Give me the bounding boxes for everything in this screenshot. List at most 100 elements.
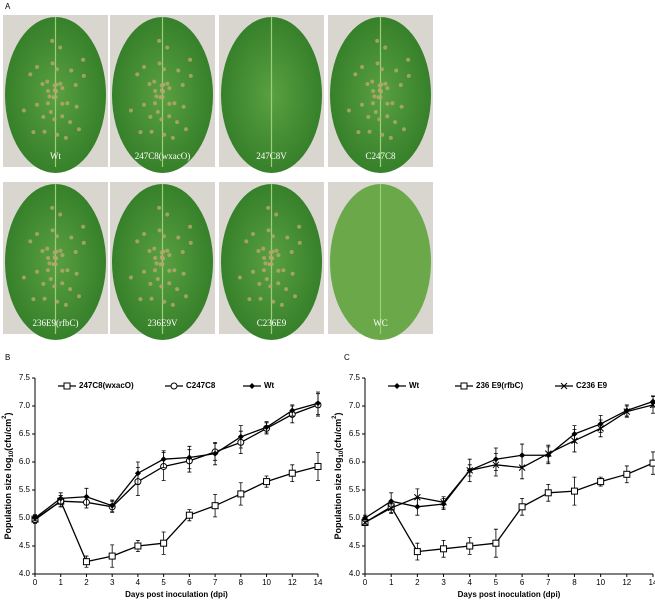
- marker: [560, 382, 568, 390]
- lesion: [153, 255, 158, 260]
- lesion: [154, 94, 159, 99]
- marker: [237, 490, 245, 498]
- series: 247C8(wxacO): [31, 381, 322, 568]
- x-tick-label: 3: [441, 578, 446, 587]
- lesion: [244, 239, 249, 244]
- x-tick-label: 1: [389, 578, 394, 587]
- y-axis-label-part: ): [333, 412, 343, 415]
- y-axis-label-part: Population size log: [3, 458, 13, 540]
- lesion: [152, 79, 157, 84]
- lesion: [41, 281, 46, 286]
- lesion: [148, 114, 153, 119]
- legend-label: Wt: [409, 381, 420, 390]
- marker: [492, 539, 500, 547]
- x-tick-label: 4: [136, 578, 141, 587]
- lesion: [257, 281, 262, 286]
- lesion: [165, 45, 170, 50]
- lesion: [159, 88, 164, 93]
- lesion: [181, 104, 186, 109]
- lesion: [21, 275, 26, 280]
- lesion: [165, 248, 170, 253]
- lesion: [155, 109, 160, 114]
- lesion: [46, 255, 51, 260]
- y-tick-label: 5.0: [19, 513, 31, 522]
- marker: [185, 511, 193, 519]
- y-axis-label-part: 2: [332, 415, 338, 419]
- lesion: [68, 287, 73, 292]
- y-tick-label: 5.5: [19, 485, 31, 494]
- lesion: [161, 234, 166, 239]
- lesion: [370, 79, 375, 84]
- marker: [466, 467, 474, 474]
- lesion: [152, 268, 157, 273]
- marker: [387, 504, 395, 512]
- lesion: [346, 108, 351, 113]
- lesion: [188, 73, 193, 78]
- lesion: [50, 228, 55, 233]
- lesion: [142, 269, 147, 274]
- lesion: [81, 224, 86, 229]
- marker: [211, 502, 219, 510]
- lesion: [40, 249, 45, 254]
- lesion: [267, 262, 272, 267]
- lesion: [154, 261, 159, 266]
- y-axis-label-part: (cfu/cm: [3, 419, 13, 451]
- lesion: [76, 127, 81, 132]
- y-tick-label: 7.5: [349, 373, 361, 382]
- lesion: [155, 276, 160, 281]
- series-line: [364, 462, 654, 553]
- lesion: [183, 127, 188, 132]
- lesion: [281, 268, 286, 273]
- lesion: [165, 212, 170, 217]
- lesion: [188, 224, 193, 229]
- panel-label: C: [344, 353, 350, 362]
- lesion: [406, 57, 411, 62]
- marker: [597, 425, 604, 432]
- lesion: [158, 262, 163, 267]
- charts: 4.04.55.05.56.06.57.07.50 1 2 3 4 5 6 7 8 10 12 14D…: [2, 373, 655, 599]
- lesion: [370, 101, 375, 106]
- lesion: [237, 275, 242, 280]
- lesion: [167, 253, 172, 258]
- lesion: [268, 284, 273, 289]
- lesion: [73, 249, 78, 254]
- leaf-label: C247C8: [365, 151, 396, 161]
- lesion: [161, 249, 166, 254]
- lesion: [63, 302, 68, 307]
- x-tick-label: 2: [84, 578, 89, 587]
- x-tick-label: 14: [649, 578, 655, 587]
- lesion: [353, 72, 358, 77]
- marker: [492, 461, 500, 469]
- lesion: [258, 296, 263, 301]
- lesion: [148, 281, 153, 286]
- y-tick-label: 7.0: [349, 401, 361, 410]
- series: Wt: [362, 381, 655, 522]
- lesion: [69, 68, 74, 73]
- marker: [570, 487, 578, 495]
- lesion: [268, 255, 273, 260]
- lesion: [390, 101, 395, 106]
- x-tick-label: 1: [59, 578, 64, 587]
- lesion: [47, 261, 52, 266]
- y-axis-label-part: Population size log: [333, 458, 343, 540]
- marker: [57, 495, 64, 502]
- leaf-label: WC: [373, 318, 388, 328]
- lesion: [285, 235, 290, 240]
- lesion: [128, 108, 133, 113]
- lesion: [48, 276, 53, 281]
- lesion: [153, 88, 158, 93]
- y-tick-label: 6.5: [19, 429, 31, 438]
- y-tick-label: 4.0: [349, 569, 361, 578]
- lesion: [383, 81, 388, 86]
- series: Wt: [32, 381, 321, 522]
- lesion: [297, 224, 302, 229]
- lesion: [50, 38, 55, 43]
- lesion: [367, 129, 372, 134]
- leaf-label: 236E9V: [148, 318, 178, 328]
- y-axis-label-part: ): [3, 412, 13, 415]
- marker: [414, 493, 421, 501]
- lesion: [138, 297, 143, 302]
- series-line: [364, 404, 654, 524]
- lesion: [266, 228, 271, 233]
- lesion: [180, 249, 185, 254]
